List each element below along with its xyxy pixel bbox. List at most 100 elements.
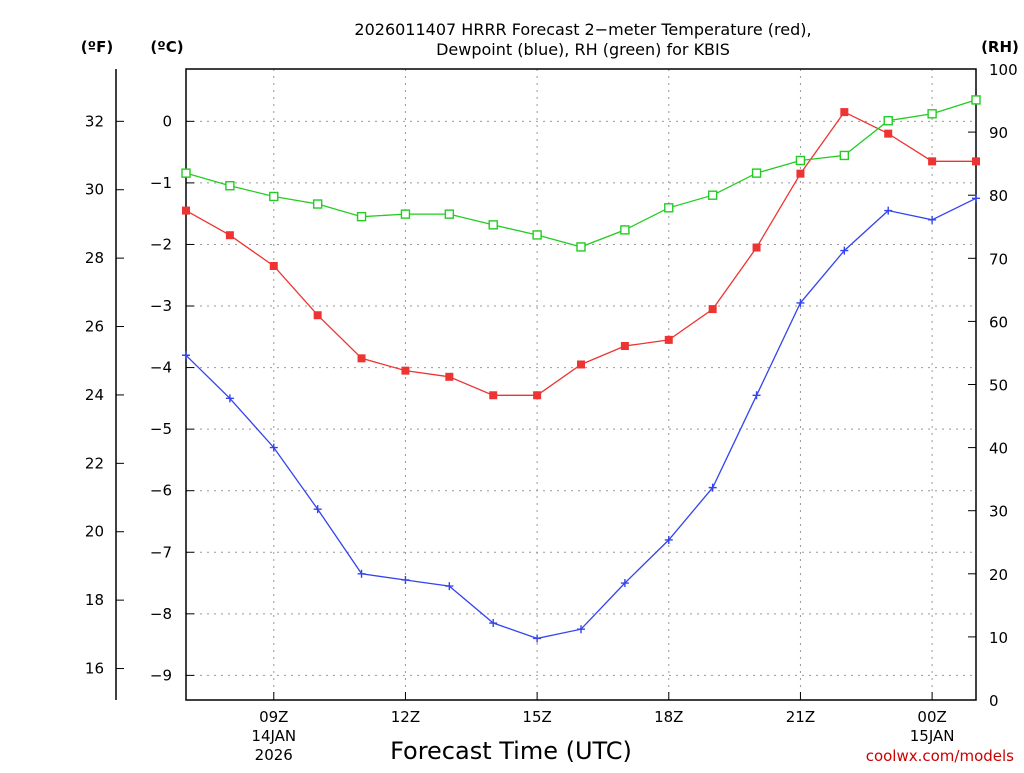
fahrenheit-tick-label: 30 — [85, 181, 104, 199]
rh-point — [225, 181, 235, 191]
celsius-tick-label: 0 — [162, 112, 172, 130]
rh-tick-label: 50 — [989, 377, 1008, 395]
temperature-point — [752, 243, 761, 252]
rh-point — [400, 209, 411, 219]
celsius-unit-label: (ºC) — [150, 38, 183, 56]
rh-tick-label: 90 — [989, 124, 1008, 142]
rh-point — [664, 203, 674, 213]
rh-point — [795, 155, 806, 166]
rh-point — [883, 116, 893, 126]
rh-point — [971, 95, 981, 105]
rh-tick-label: 30 — [989, 503, 1008, 521]
fahrenheit-tick-label: 26 — [85, 318, 104, 336]
rh-tick-label: 80 — [989, 187, 1008, 205]
dewpoint-point — [752, 391, 761, 400]
date-label: 15JAN — [910, 727, 955, 745]
celsius-tick-label: −6 — [150, 482, 172, 500]
celsius-tick-label: −4 — [150, 359, 172, 377]
rh-tick-label: 100 — [989, 61, 1018, 79]
rh-point — [269, 191, 279, 202]
rh-tick-label: 70 — [989, 250, 1008, 268]
dewpoint-point — [840, 246, 849, 255]
time-tick-label: 09Z — [259, 708, 288, 726]
rh-tick-label: 40 — [989, 440, 1008, 458]
temperature-point — [664, 335, 673, 344]
temperature-point — [884, 129, 893, 138]
rh-point — [356, 211, 367, 222]
year-label: 2026 — [255, 746, 293, 764]
dewpoint-point — [445, 582, 454, 591]
rh-unit-label: (RH) — [981, 38, 1019, 56]
series-layer — [181, 95, 981, 643]
temperature-point — [489, 391, 498, 400]
credit-text: coolwx.com/models — [866, 747, 1014, 765]
temperature-point — [972, 157, 980, 166]
temperature-point — [928, 157, 937, 166]
celsius-tick-label: −5 — [150, 420, 172, 438]
time-tick-label: 21Z — [786, 708, 815, 726]
temperature-point — [796, 169, 805, 178]
dewpoint-point — [182, 351, 190, 360]
fahrenheit-tick-label: 32 — [85, 112, 104, 130]
dewpoint-point — [664, 535, 673, 544]
fahrenheit-unit-label: (ºF) — [81, 38, 113, 56]
dewpoint-point — [533, 634, 542, 643]
temperature-line — [185, 111, 976, 396]
fahrenheit-tick-label: 16 — [85, 660, 104, 678]
dewpoint-point — [225, 394, 234, 403]
chart-title: 2026011407 HRRR Forecast 2−meter Tempera… — [354, 20, 811, 39]
fahrenheit-tick-label: 24 — [85, 386, 104, 404]
date-label: 14JAN — [251, 727, 296, 745]
temperature-point — [708, 305, 717, 314]
plot-frame — [185, 68, 977, 701]
celsius-tick-label: −9 — [150, 666, 172, 684]
rh-tick-label: 20 — [989, 566, 1008, 584]
dewpoint-point — [489, 619, 498, 628]
temperature-point — [840, 108, 849, 117]
celsius-tick-label: −7 — [150, 543, 172, 561]
dewpoint-point — [884, 206, 893, 215]
fahrenheit-tick-label: 18 — [85, 591, 104, 609]
rh-point — [751, 168, 762, 178]
rh-point — [532, 230, 542, 240]
time-tick-label: 00Z — [917, 708, 946, 726]
temperature-point — [357, 354, 366, 363]
chart-subtitle: Dewpoint (blue), RH (green) for KBIS — [436, 40, 730, 59]
rh-point — [576, 242, 586, 252]
celsius-tick-label: −1 — [150, 174, 172, 192]
rh-tick-label: 10 — [989, 629, 1008, 647]
fahrenheit-tick-label: 28 — [85, 249, 104, 267]
rh-point — [444, 209, 455, 219]
time-tick-label: 15Z — [522, 708, 551, 726]
dewpoint-point — [401, 575, 410, 584]
dewpoint-point — [796, 298, 805, 307]
dewpoint-line — [185, 197, 977, 640]
temperature-point — [401, 366, 410, 375]
rh-point — [707, 190, 718, 200]
dewpoint-point — [620, 579, 629, 588]
x-axis-title: Forecast Time (UTC) — [390, 737, 632, 765]
temperature-point — [182, 206, 190, 215]
celsius-tick-label: −8 — [150, 605, 172, 623]
rh-point — [839, 150, 850, 161]
dewpoint-point — [708, 483, 717, 492]
temperature-point — [533, 391, 542, 400]
grid-layer — [186, 69, 976, 700]
temperature-point — [269, 261, 278, 270]
dewpoint-point — [577, 625, 585, 634]
rh-point — [927, 109, 937, 119]
time-tick-label: 12Z — [391, 708, 420, 726]
rh-tick-label: 60 — [989, 313, 1008, 331]
temperature-point — [445, 372, 454, 381]
celsius-tick-label: −3 — [150, 297, 172, 315]
temperature-point — [225, 231, 234, 240]
dewpoint-point — [928, 215, 937, 224]
dewpoint-point — [972, 194, 980, 203]
rh-point — [488, 220, 498, 230]
fahrenheit-tick-label: 22 — [85, 454, 104, 472]
rh-point — [181, 168, 191, 178]
dewpoint-point — [269, 443, 278, 452]
